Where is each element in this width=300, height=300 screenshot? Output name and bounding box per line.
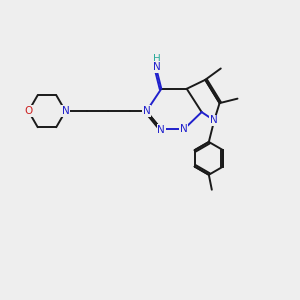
Text: N: N [158, 125, 165, 135]
Text: N: N [210, 116, 218, 125]
Text: N: N [61, 106, 69, 116]
Text: N: N [180, 124, 188, 134]
Text: H: H [153, 54, 160, 64]
Text: O: O [24, 106, 33, 116]
Text: N: N [142, 106, 150, 116]
Text: N: N [153, 62, 160, 72]
